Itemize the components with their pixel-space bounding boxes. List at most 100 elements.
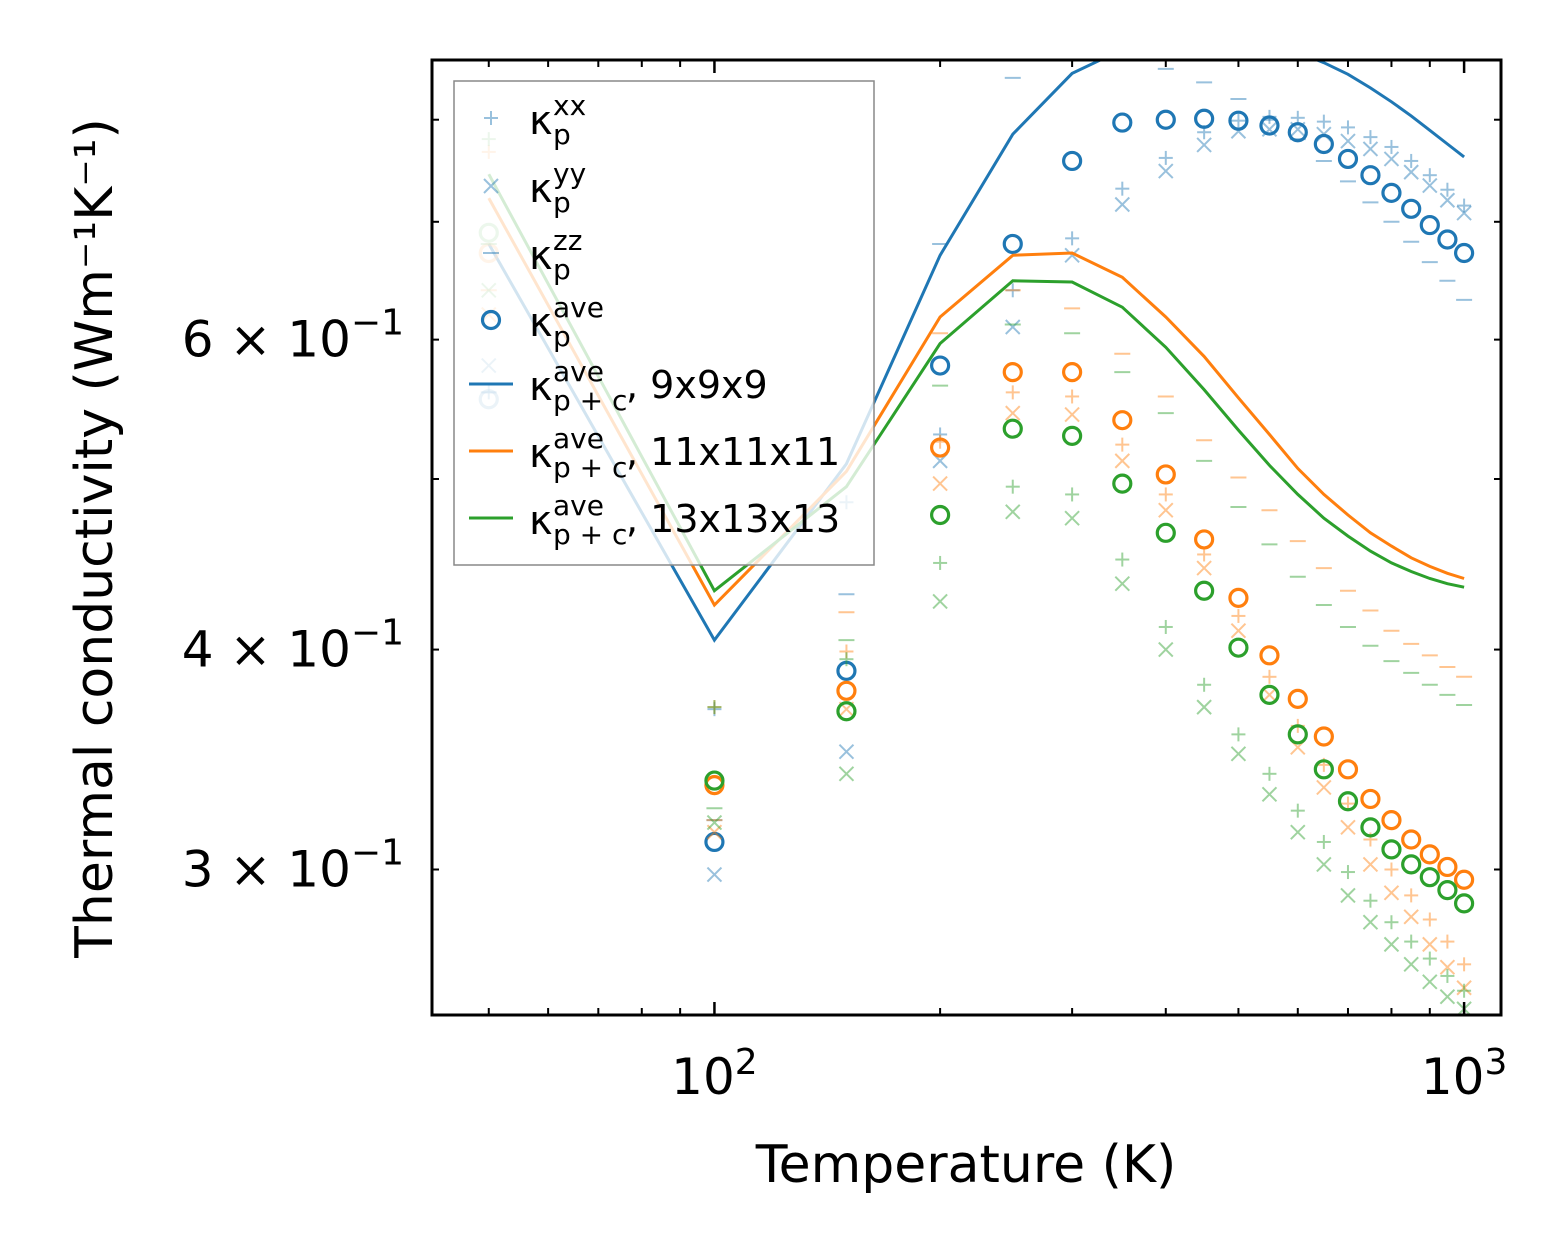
- point-9x9x9-ave-350: [1112, 112, 1133, 133]
- line-pc-13x13x13: [487, 173, 1465, 593]
- point-11x11x11-ave-950: [1437, 856, 1458, 878]
- point-11x11x11-xx-450: [1197, 547, 1212, 562]
- point-9x9x9-yy-850: [1403, 164, 1419, 180]
- point-11x11x11-ave-800: [1381, 810, 1402, 831]
- point-11x11x11-yy-450: [1196, 560, 1212, 576]
- y-axis-label: Thermal conductivity (Wm⁻¹K⁻¹): [65, 118, 125, 959]
- point-11x11x11-ave-1000: [1454, 869, 1475, 890]
- point-11x11x11-xx-1000: [1457, 957, 1472, 972]
- point-11x11x11-xx-150: [839, 644, 854, 659]
- point-11x11x11-xx-100: [707, 700, 722, 715]
- legend-suffix: , 13x13x13: [626, 497, 840, 541]
- point-13x13x13-xx-350: [1115, 552, 1130, 567]
- point-13x13x13-xx-800: [1384, 915, 1399, 930]
- point-9x9x9-xx-850: [1404, 153, 1419, 168]
- legend-subscript: p + c: [553, 518, 627, 551]
- point-13x13x13-yy-350: [1114, 575, 1131, 592]
- point-9x9x9-xx-900: [1422, 168, 1437, 183]
- point-9x9x9-yy-100: [706, 866, 723, 883]
- point-11x11x11-yy-100: [706, 824, 723, 840]
- point-13x13x13-ave-350: [1112, 473, 1133, 494]
- point-11x11x11-yy-700: [1340, 819, 1356, 836]
- point-13x13x13-xx-450: [1197, 677, 1212, 692]
- point-11x11x11-xx-950: [1440, 934, 1455, 949]
- point-9x9x9-xx-650: [1316, 114, 1331, 129]
- point-9x9x9-yy-1000: [1456, 205, 1472, 221]
- legend-symbol: κ: [529, 98, 553, 144]
- legend-symbol: κ: [529, 431, 553, 477]
- point-11x11x11-ave-750: [1360, 788, 1381, 810]
- point-9x9x9-ave-150: [836, 660, 857, 681]
- legend-entry-zz: κ zzp: [483, 224, 582, 286]
- point-11x11x11-xx-900: [1422, 912, 1437, 927]
- point-11x11x11-yy-200: [932, 475, 948, 492]
- point-13x13x13-ave-1000: [1454, 893, 1475, 914]
- legend-symbol: κ: [529, 166, 553, 212]
- point-9x9x9-xx-350: [1115, 181, 1130, 196]
- point-11x11x11-yy-300: [1064, 406, 1080, 423]
- y-tick-label: 3 × 10−1: [182, 832, 404, 898]
- point-13x13x13-yy-850: [1403, 956, 1419, 973]
- legend-superscript: yy: [553, 157, 586, 190]
- point-13x13x13-ave-700: [1337, 791, 1359, 812]
- legend-subscript: p: [553, 320, 571, 353]
- point-13x13x13-ave-850: [1401, 854, 1422, 875]
- point-13x13x13-ave-800: [1381, 839, 1402, 860]
- point-11x11x11-yy-800: [1383, 885, 1400, 901]
- point-9x9x9-ave-550: [1259, 115, 1280, 136]
- point-9x9x9-xx-950: [1440, 182, 1455, 197]
- point-11x11x11-ave-250: [1002, 362, 1023, 383]
- point-11x11x11-ave-400: [1155, 464, 1176, 485]
- point-13x13x13-ave-900: [1419, 867, 1440, 888]
- legend-symbol: κ: [529, 498, 553, 544]
- point-9x9x9-yy-750: [1362, 141, 1379, 157]
- point-13x13x13-xx-1000: [1457, 983, 1472, 998]
- legend-marker-yy: [483, 178, 499, 194]
- legend-box: [453, 80, 875, 566]
- point-11x11x11-ave-150: [836, 680, 857, 701]
- series-layer: [478, 60, 1475, 1015]
- point-11x11x11-xx-550: [1262, 669, 1277, 684]
- point-9x9x9-ave-850: [1401, 198, 1422, 219]
- grid-11x11x11: [478, 144, 1475, 996]
- legend-superscript: ave: [553, 355, 604, 388]
- plot-frame: [430, 58, 1503, 1017]
- point-9x9x9-ave-1000: [1454, 242, 1475, 264]
- point-13x13x13-xx-500: [1231, 727, 1246, 742]
- point-9x9x9-yy-450: [1196, 137, 1212, 153]
- point-9x9x9-xx-750: [1363, 130, 1378, 145]
- point-13x13x13-xx-300: [1065, 487, 1080, 502]
- point-13x13x13-xx-650: [1316, 834, 1331, 849]
- point-11x11x11-ave-350: [1112, 410, 1133, 431]
- point-9x9x9-ave-100: [704, 831, 725, 853]
- point-11x11x11-yy-250: [1005, 405, 1021, 421]
- legend-marker-ave: [480, 309, 502, 331]
- point-13x13x13-ave-450: [1194, 580, 1215, 601]
- point-13x13x13-xx-850: [1404, 934, 1419, 949]
- legend-symbol: κ: [529, 233, 553, 279]
- legend-superscript: ave: [553, 422, 604, 455]
- point-13x13x13-ave-400: [1155, 522, 1176, 543]
- point-13x13x13-ave-600: [1287, 724, 1308, 745]
- point-9x9x9-ave-700: [1337, 148, 1359, 170]
- point-11x11x11-yy-350: [1114, 453, 1131, 469]
- point-11x11x11-xx-300: [1065, 389, 1080, 404]
- point-13x13x13-ave-300: [1062, 425, 1083, 447]
- legend-superscript: zz: [553, 224, 582, 257]
- point-13x13x13-xx-700: [1340, 865, 1355, 880]
- x-axis-label: Temperature (K): [755, 1135, 1177, 1195]
- point-11x11x11-yy-1000: [1456, 980, 1472, 996]
- legend-symbol: κ: [529, 364, 553, 410]
- point-13x13x13-xx-950: [1440, 968, 1455, 983]
- point-11x11x11-ave-300: [1062, 362, 1083, 383]
- point-9x9x9-ave-750: [1360, 165, 1381, 186]
- point-9x9x9-yy-250: [1005, 319, 1021, 335]
- point-13x13x13-yy-900: [1422, 974, 1438, 990]
- point-13x13x13-xx-550: [1262, 766, 1277, 781]
